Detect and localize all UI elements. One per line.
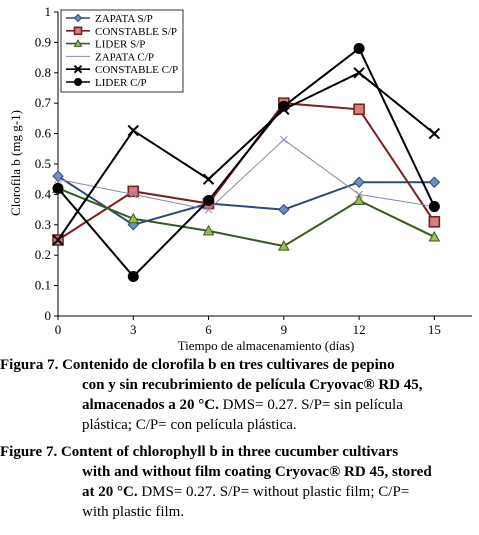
caption-en-line-3-bold: at 20 °C. <box>82 484 138 500</box>
data-point <box>428 201 440 213</box>
legend-label: CONSTABLE C/P <box>95 64 178 76</box>
y-tick-label: 0.1 <box>35 278 51 293</box>
y-tick-label: 0.5 <box>35 156 51 171</box>
data-point <box>353 176 365 188</box>
legend-item: CONSTABLE S/P <box>66 26 177 38</box>
figure-caption-spanish: Figura 7. Contenido de clorofila b en tr… <box>0 355 479 435</box>
series-line <box>57 102 436 241</box>
legend-item: ZAPATA C/P <box>66 51 154 63</box>
caption-en-line-2: with and without film coating Cryovac® R… <box>82 464 432 480</box>
series-line <box>57 71 435 241</box>
y-tick-label: 1 <box>45 4 52 19</box>
caption-es-line-2: con y sin recubrimiento de película Cryo… <box>82 377 423 393</box>
legend-label: ZAPATA C/P <box>95 51 154 63</box>
data-point <box>127 124 139 137</box>
y-tick-label: 0.4 <box>35 186 52 201</box>
chart-axes: 0 0.1 0.2 0.3 0.4 0.5 0.6 0.7 0.8 0.9 1 0 3 6 9 12 15 <box>35 4 472 337</box>
x-tick-label: 3 <box>130 322 137 337</box>
caption-es-line-1: Contenido de clorofila b en tres cultiva… <box>62 357 395 373</box>
series-lider-c-p <box>52 42 440 282</box>
x-axis-title: Tiempo de almacenamiento (días) <box>178 338 355 353</box>
data-point <box>202 173 215 185</box>
x-tick-label: 6 <box>205 322 212 337</box>
data-point <box>203 194 215 206</box>
series-line <box>57 175 435 226</box>
x-tick-label: 0 <box>55 322 62 337</box>
legend-item: ZAPATA S/P <box>66 13 153 25</box>
legend-marker <box>73 26 83 36</box>
y-tick-label: 0.7 <box>35 95 52 110</box>
legend-marker <box>73 64 83 74</box>
data-point <box>353 103 365 116</box>
legend-item: CONSTABLE C/P <box>66 64 178 76</box>
caption-es-label: Figura 7. <box>0 357 59 373</box>
x-tick-label: 9 <box>281 322 288 337</box>
series-zapata-c-p <box>54 135 439 214</box>
legend-box <box>60 9 184 93</box>
series-line <box>57 46 436 278</box>
data-point <box>54 175 62 184</box>
legend-label: ZAPATA S/P <box>95 13 153 25</box>
series-zapata-s-p <box>52 170 441 231</box>
y-tick-label: 0.8 <box>35 65 51 80</box>
y-tick-label: 0.3 <box>35 217 51 232</box>
data-point <box>127 212 140 224</box>
caption-en-line-3-rest: DMS= 0.27. S/P= without plastic film; C/… <box>137 484 410 500</box>
legend-label: CONSTABLE S/P <box>95 26 177 38</box>
data-point <box>353 67 365 79</box>
data-point <box>278 100 290 112</box>
data-point <box>428 176 441 188</box>
legend-item: LIDER S/P <box>66 39 145 51</box>
legend-label: LIDER C/P <box>95 77 147 89</box>
y-tick-label: 0 <box>45 308 52 323</box>
data-point <box>202 224 215 236</box>
y-tick-label: 0.9 <box>35 34 51 49</box>
x-tick-label: 12 <box>353 322 366 337</box>
y-axis-title: Clorofila b (mg g-1) <box>8 110 23 216</box>
series-line <box>57 187 435 248</box>
data-point <box>204 205 213 214</box>
caption-en-label: Figure 7. <box>0 444 58 460</box>
series-lider-s-p <box>52 182 441 251</box>
data-point <box>353 194 365 205</box>
series-line <box>57 139 435 211</box>
data-point <box>355 190 363 199</box>
data-point <box>52 170 64 182</box>
data-point <box>353 42 365 54</box>
data-point <box>127 270 139 282</box>
legend-marker <box>73 39 83 47</box>
data-point <box>277 240 290 251</box>
series-constable-c-p <box>52 67 441 246</box>
chlorophyll-chart: 0 0.1 0.2 0.3 0.4 0.5 0.6 0.7 0.8 0.9 1 0 3 6 9 12 15 ZA… <box>8 4 472 353</box>
figure-caption-english: Figure 7. Content of chlorophyll b in th… <box>0 442 479 522</box>
series-constable-s-p <box>52 97 441 246</box>
x-tick-label: 15 <box>428 322 441 337</box>
y-tick-label: 0.2 <box>35 247 51 262</box>
legend-label: LIDER S/P <box>95 39 145 51</box>
caption-es-line-3-rest: DMS= 0.27. S/P= sin película <box>218 397 403 413</box>
data-point <box>428 230 441 242</box>
chart-series <box>52 42 441 282</box>
data-point <box>127 185 140 198</box>
data-point <box>428 127 441 140</box>
legend-marker <box>73 13 83 23</box>
legend-item: LIDER C/P <box>66 77 147 89</box>
caption-es-line-3-bold: almacenados a 20 °C. <box>82 397 219 413</box>
data-point <box>428 215 441 228</box>
legend-marker <box>74 78 82 86</box>
y-tick-label: 0.6 <box>35 126 52 141</box>
data-point <box>279 135 288 144</box>
caption-es-line-4: plástica; C/P= con película plástica. <box>82 417 297 433</box>
data-point <box>52 234 64 246</box>
data-point <box>278 203 290 216</box>
data-point <box>52 182 64 194</box>
caption-en-line-1: Content of chlorophyll b in three cucumb… <box>60 444 399 460</box>
data-point <box>129 190 138 199</box>
caption-en-line-4: with plastic film. <box>82 504 185 520</box>
